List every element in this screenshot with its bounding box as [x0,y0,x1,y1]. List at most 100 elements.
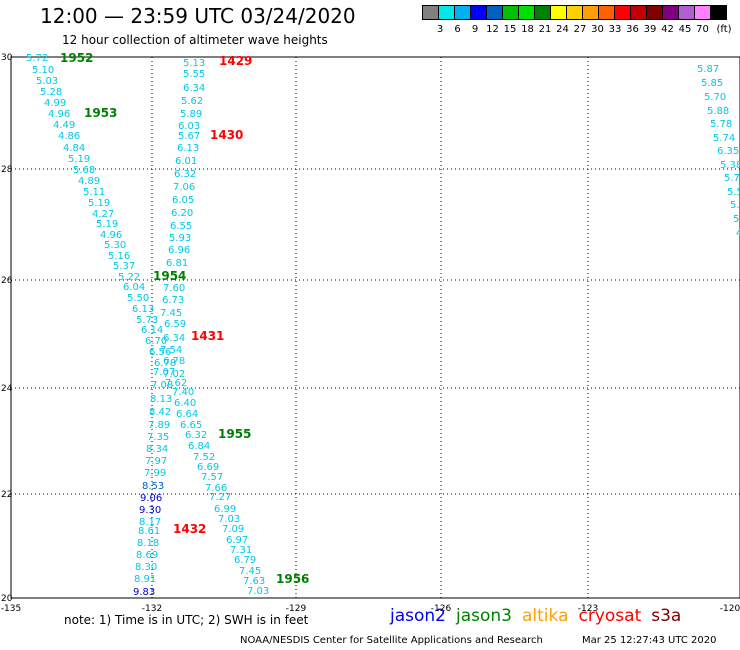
swh-value: 6.20 [171,208,193,219]
swh-value: 6.40 [174,398,196,409]
color-scale-label: 18 [521,24,534,35]
swh-value: 9.06 [140,493,162,504]
legend-altika: altika [522,606,569,626]
swh-value: 7.52 [193,452,215,463]
x-tick-label: -123 [578,604,598,614]
time-labels: 1952 1953 1954 1955 1956 1429 1430 1431 1432 [60,51,309,586]
swh-value: 5.67 [178,131,200,142]
swh-value: 7.07 [153,367,175,378]
color-scale-label: 33 [608,24,622,35]
x-tick-label: -120 [720,604,740,614]
swh-value: 6.81 [166,258,188,269]
color-scale-label: 39 [643,24,657,35]
swh-value: 5.10 [32,65,54,76]
track-left: 5.725.105.035.284.994.964.494.864.845.19… [26,53,176,598]
swh-value: 4.96 [48,109,70,120]
swh-value: 5.28 [40,87,62,98]
color-scale-label: 21 [538,24,552,35]
time-label: 1955 [218,427,251,441]
swh-value: 6.32 [185,430,207,441]
swh-value: 5.68 [73,165,95,176]
swh-value: 4.96 [100,230,122,241]
swh-value: 6.78 [163,356,185,367]
time-label: 1431 [191,329,224,343]
swh-value: 8.30 [135,562,157,573]
swh-value: 5.30 [104,240,126,251]
color-scale-label: 15 [503,24,517,35]
time-label: 1432 [173,522,206,536]
swh-value: 4.99 [44,98,66,109]
swh-value: 8.17 [139,517,161,528]
color-scale-label: 45 [678,24,692,35]
y-tick-label: 26 [1,276,13,286]
swh-value: 6.14 [141,325,163,336]
color-scale-label: 70 [696,24,709,35]
swh-value: 8.61 [138,526,160,537]
swh-value: 6.79 [234,555,256,566]
swh-value: 5.89 [180,109,202,120]
swh-value: 6.69 [197,462,219,473]
swh-value: 5.13 [183,58,205,69]
y-tick-label: 20 [1,594,13,604]
swh-value: 8.18 [137,538,159,549]
units-note: note: 1) Time is in UTC; 2) SWH is in fe… [64,613,309,627]
time-label: 1429 [219,54,252,68]
swh-value: 6.34 [183,83,205,94]
swh-value: 5.2 [733,214,740,225]
swh-value: 9.83 [133,587,155,598]
swh-value: 5.5 [727,187,740,198]
swh-value: 5.62 [181,96,203,107]
footer-credit: NOAA/NESDIS Center for Satellite Applica… [240,635,543,646]
swh-value: 5.19 [96,219,118,230]
time-label: 1954 [153,269,186,283]
swh-value: 7.54 [160,345,182,356]
color-swatch [710,5,727,20]
color-scale-label: 36 [626,24,639,35]
axis-tick-labels: -135 -132 -129 -126 -123 -120 30 28 26 24 22 20 [1,53,740,614]
swh-value: 6.01 [175,156,197,167]
swh-value: 7.63 [243,576,265,587]
swh-value: 5.11 [83,187,105,198]
color-scale-label: 24 [556,24,569,35]
swh-value: 6.96 [168,245,190,256]
x-tick-label: -135 [1,604,21,614]
swh-value: 8.69 [136,550,158,561]
swh-value: 7.45 [239,566,261,577]
swh-value: 5.70 [704,92,726,103]
satellite-legend: jason2 jason3 altika cryosat s3a [390,606,691,626]
swh-value: 8.34 [146,444,168,455]
swh-value: 6.05 [172,195,194,206]
swh-value: 4.84 [63,143,85,154]
swh-value: 7.62 [165,378,187,389]
swh-value: 7.60 [163,283,185,294]
x-tick-label: -132 [142,604,162,614]
swh-value: 5.93 [169,233,191,244]
swh-value: 5.72 [26,53,48,64]
swh-value: 7.40 [172,387,194,398]
color-scale-label: 12 [486,24,499,35]
swh-value: 8.42 [149,407,171,418]
swh-value: 4.89 [78,176,100,187]
swh-value: 5.22 [118,272,140,283]
swh-value: 6.64 [176,409,198,420]
color-scale-label: 42 [661,24,674,35]
y-tick-label: 22 [1,490,12,500]
page-subtitle: 12 hour collection of altimeter wave hei… [62,33,328,47]
color-scale-label: 3 [436,24,444,35]
swh-value: 5.55 [183,69,205,80]
swh-value: 8.91 [134,574,156,585]
swh-value: 7.03 [218,514,240,525]
swh-value: 5.03 [36,76,58,87]
swh-value: 6.99 [214,504,236,515]
y-tick-label: 28 [1,165,13,175]
swh-value: 5.2 [730,200,740,211]
swh-value: 7.27 [209,492,231,503]
swh-value: 6.73 [162,295,184,306]
swh-value: 9.30 [139,505,161,516]
map-frame [10,56,740,599]
time-label: 1953 [84,106,117,120]
color-scale-label: 27 [573,24,587,35]
footer-timestamp: Mar 25 12:27:43 UTC 2020 [582,635,717,646]
swh-value: 7.31 [230,545,252,556]
